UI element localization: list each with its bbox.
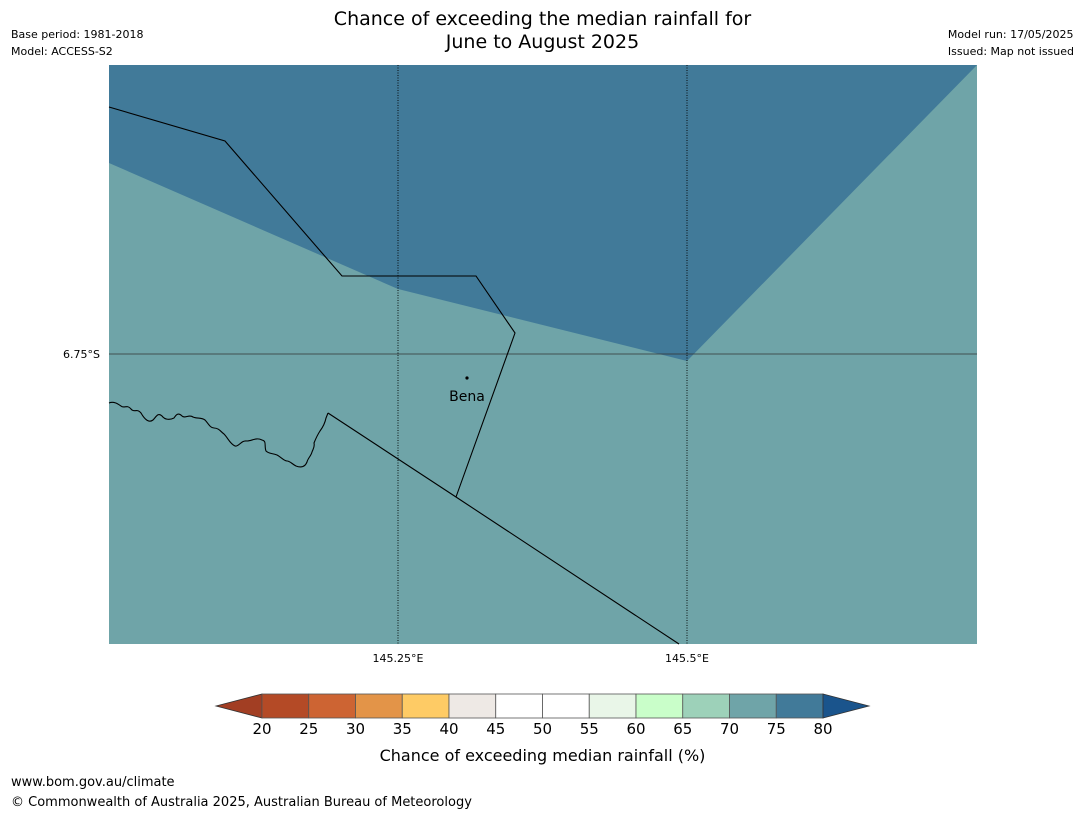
colorbar-extend-high: [822, 693, 871, 719]
header-meta-left: Base period: 1981-2018 Model: ACCESS-S2: [11, 26, 143, 60]
colorbar-segment-25-30: [308, 693, 356, 719]
colorbar-segment-75-80: [775, 693, 824, 719]
province-boundary-south: [327, 412, 680, 645]
issued-text: Issued: Map not issued: [947, 45, 1074, 58]
colorbar-tick-label: 30: [345, 720, 366, 738]
colorbar-tick-label: 50: [532, 720, 553, 738]
colorbar-segment-35-40: [401, 693, 450, 719]
latitude-label: 6.75°S: [63, 348, 100, 361]
base-period-text: Base period: 1981-2018: [11, 28, 144, 41]
colorbar-segment-45-50: [495, 693, 543, 719]
longitude-label-145-25: 145.25°E: [373, 652, 424, 665]
river-line: [108, 401, 329, 468]
header-meta-right: Model run: 17/05/2025 Issued: Map not is…: [948, 26, 1074, 60]
colorbar-extend-low: [214, 693, 263, 719]
probability-band-75-80: [109, 65, 977, 361]
colorbar-tick-label: 55: [579, 720, 599, 738]
colorbar-tick-label: 20: [252, 720, 272, 738]
colorbar-segment-40-45: [448, 693, 497, 719]
colorbar-segment-50-55: [542, 693, 590, 719]
model-run-text: Model run: 17/05/2025: [947, 28, 1074, 41]
colorbar-tick-label: 45: [486, 720, 506, 738]
place-marker-bena: [465, 376, 469, 380]
title-line-2: June to August 2025: [445, 31, 640, 53]
colorbar-tick-label: 75: [766, 720, 786, 738]
colorbar-tick-label: 60: [626, 720, 646, 738]
colorbar-tick-label: 40: [439, 720, 459, 738]
colorbar-segment-60-65: [635, 693, 684, 719]
place-label-bena: Bena: [449, 389, 485, 405]
colorbar: [214, 693, 871, 719]
footer-copyright: © Commonwealth of Australia 2025, Austra…: [11, 795, 472, 810]
colorbar-segment-65-70: [682, 693, 730, 719]
colorbar-tick-label: 35: [392, 720, 412, 738]
map-title: Chance of exceeding the median rainfall …: [0, 8, 1085, 54]
colorbar-segment-70-75: [729, 693, 777, 719]
colorbar-tick-label: 65: [673, 720, 693, 738]
colorbar-tick-label: 70: [719, 720, 740, 738]
model-text: Model: ACCESS-S2: [11, 45, 113, 58]
colorbar-tick-label: 80: [813, 720, 833, 738]
colorbar-segment-55-60: [588, 693, 637, 719]
longitude-label-145-5: 145.5°E: [665, 652, 709, 665]
colorbar-title: Chance of exceeding median rainfall (%): [379, 746, 706, 765]
footer-url: www.bom.gov.au/climate: [11, 775, 175, 790]
colorbar-segment-30-35: [355, 693, 403, 719]
colorbar-segment-20-25: [261, 693, 310, 719]
province-boundary-north: [108, 106, 516, 498]
colorbar-tick-label: 25: [299, 720, 319, 738]
title-line-1: Chance of exceeding the median rainfall …: [333, 8, 752, 30]
